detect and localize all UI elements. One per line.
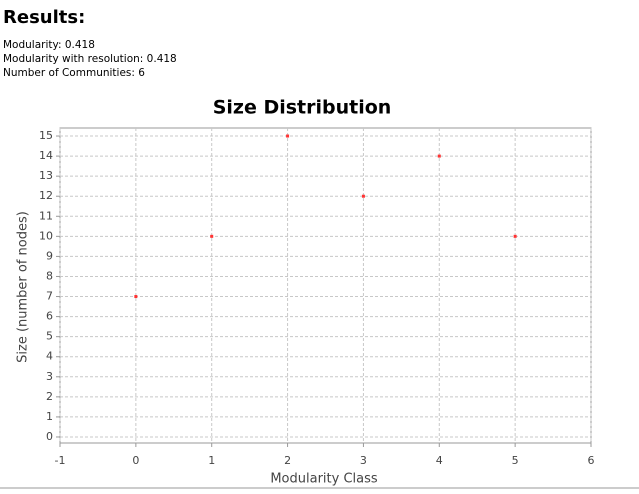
point bbox=[513, 234, 517, 238]
y-tick-label: 6 bbox=[46, 310, 53, 323]
y-axis-label: Size (number of nodes) bbox=[16, 211, 31, 363]
y-tick-label: 2 bbox=[46, 390, 53, 403]
y-tick-label: 11 bbox=[39, 209, 53, 222]
result-line: Modularity with resolution: 0.418 bbox=[3, 53, 177, 65]
y-tick-label: 5 bbox=[46, 330, 53, 343]
y-tick-label: 9 bbox=[46, 249, 53, 262]
x-tick-label: 3 bbox=[360, 454, 367, 467]
y-tick-label: 7 bbox=[46, 290, 53, 303]
y-tick-label: 8 bbox=[46, 269, 53, 282]
x-tick-label: 6 bbox=[588, 454, 595, 467]
x-axis-label: Modularity Class bbox=[270, 472, 378, 487]
y-tick-label: 3 bbox=[46, 370, 53, 383]
x-tick-label: 1 bbox=[208, 454, 215, 467]
point bbox=[361, 194, 365, 198]
chart-title: Size Distribution bbox=[213, 97, 392, 119]
x-tick-label: 0 bbox=[132, 454, 139, 467]
x-tick-label: 4 bbox=[436, 454, 443, 467]
x-tick-label: 2 bbox=[284, 454, 291, 467]
y-tick-label: 14 bbox=[39, 149, 53, 162]
point bbox=[134, 295, 138, 299]
y-tick-label: 1 bbox=[46, 410, 53, 423]
y-tick-label: 12 bbox=[39, 189, 53, 202]
point bbox=[437, 154, 441, 158]
y-tick-label: 13 bbox=[39, 169, 53, 182]
y-tick-label: 4 bbox=[46, 350, 53, 363]
result-line: Modularity: 0.418 bbox=[3, 39, 95, 51]
point bbox=[286, 134, 290, 138]
y-tick-label: 15 bbox=[39, 129, 53, 142]
point bbox=[210, 234, 214, 238]
result-line: Number of Communities: 6 bbox=[3, 67, 145, 79]
x-tick-label: 5 bbox=[512, 454, 519, 467]
plot-area bbox=[59, 127, 592, 444]
y-tick-label: 10 bbox=[39, 229, 53, 242]
results-title: Results: bbox=[3, 7, 85, 28]
y-tick-label: 0 bbox=[46, 430, 53, 443]
x-tick-label: -1 bbox=[55, 454, 66, 467]
